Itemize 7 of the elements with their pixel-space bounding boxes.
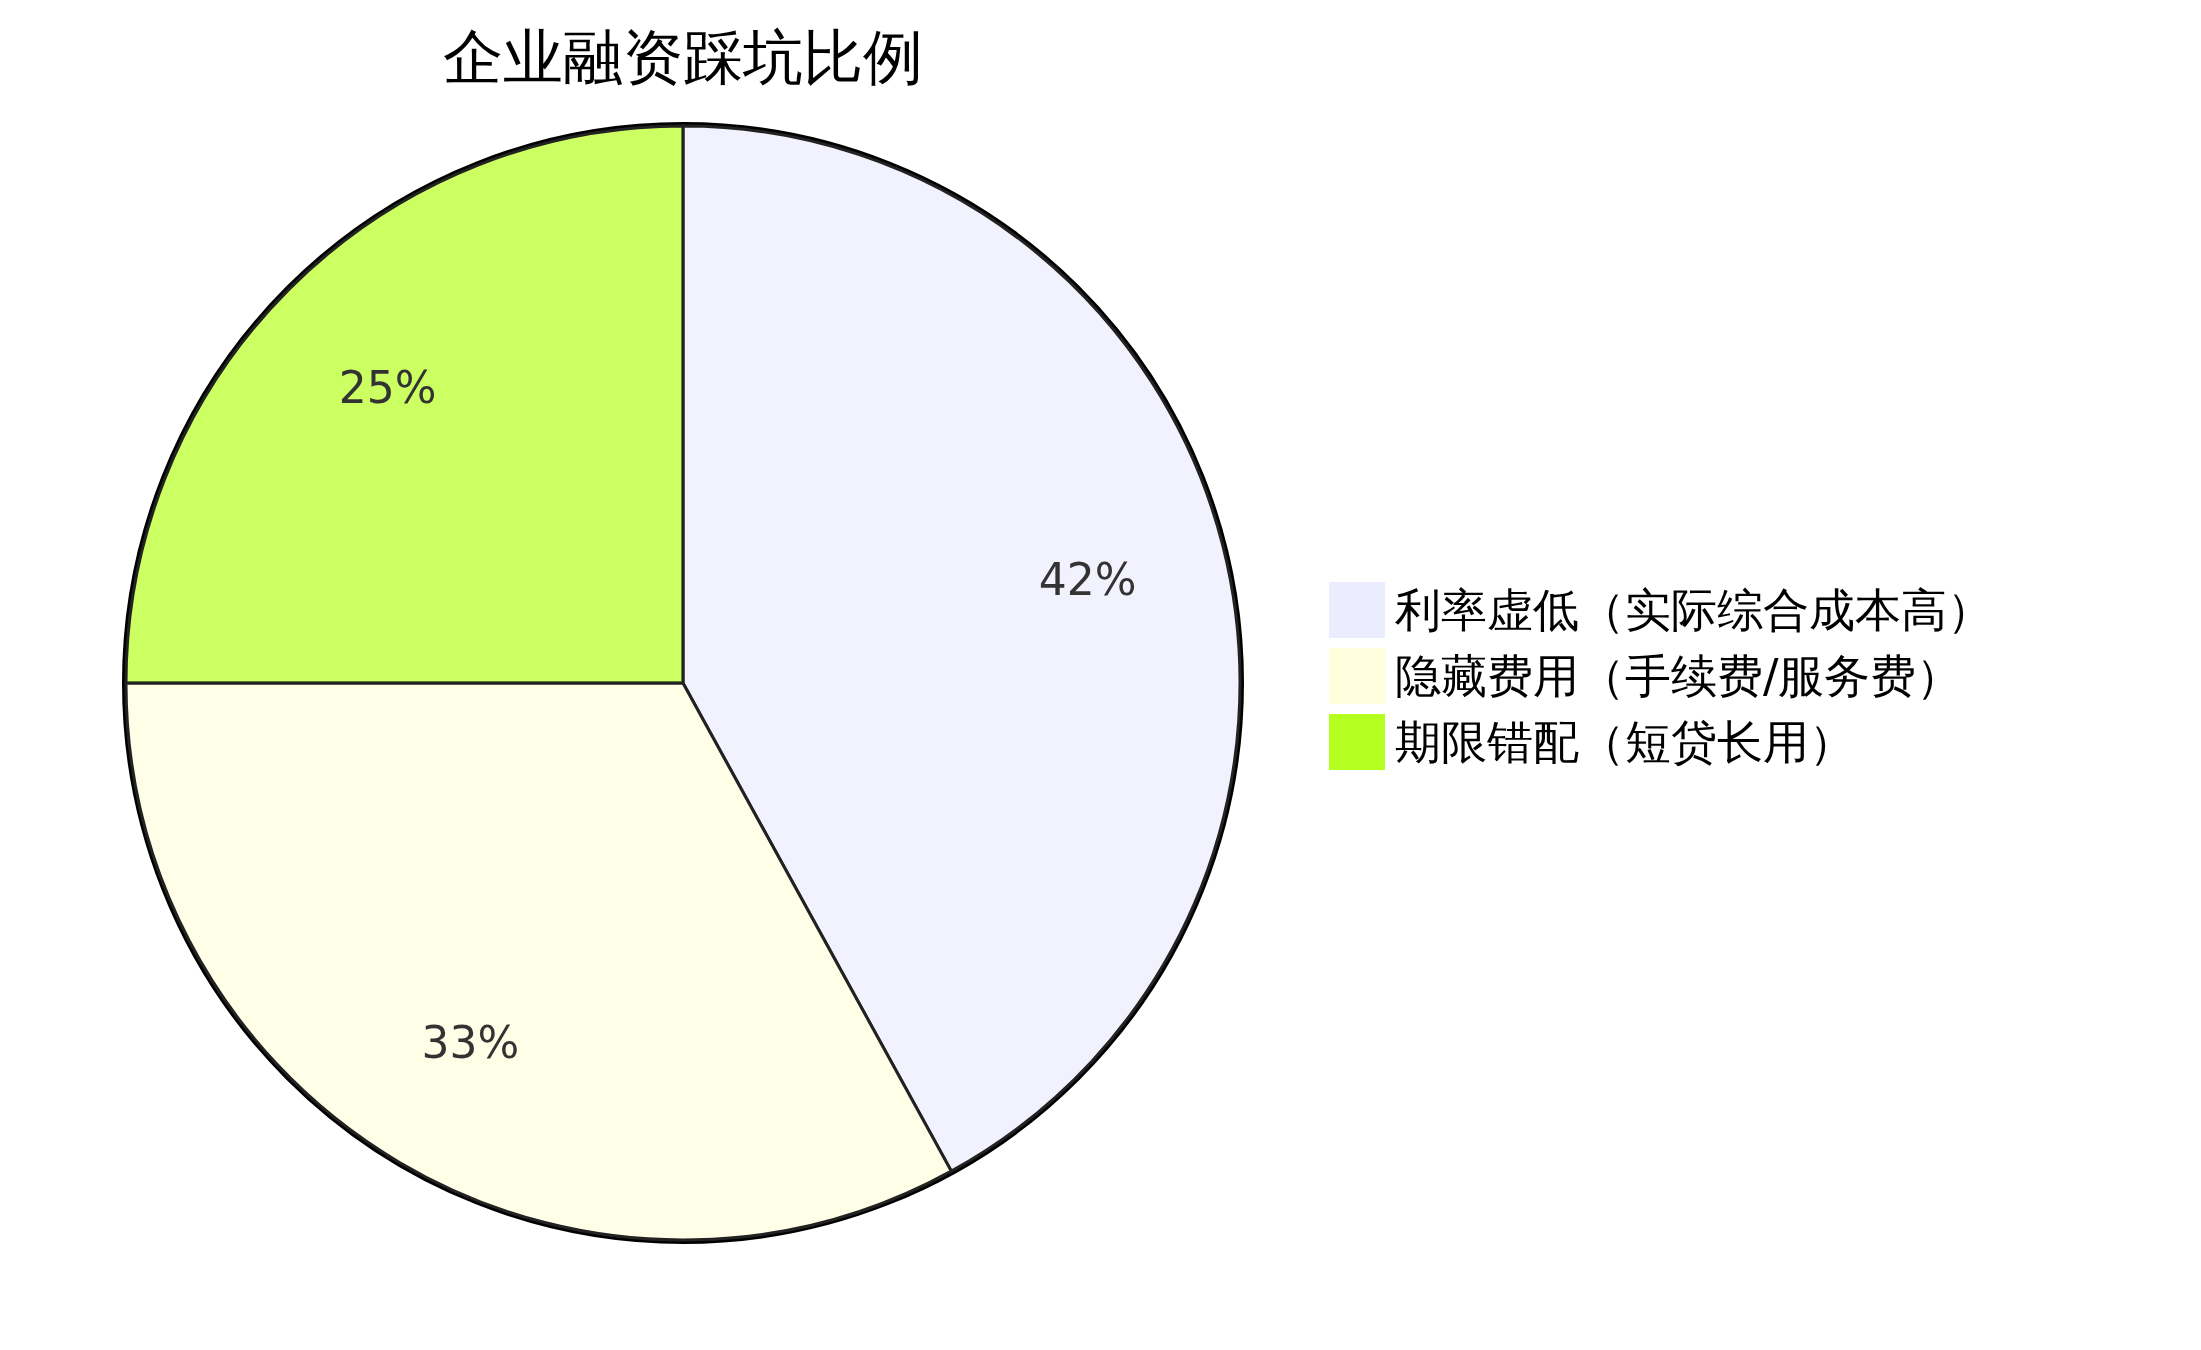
data-label: 42% [1038, 553, 1137, 605]
legend-label: 隐藏费用（手续费/服务费） [1395, 649, 1963, 703]
data-label: 25% [338, 362, 437, 414]
chart-title: 企业融资踩坑比例 [443, 22, 923, 92]
data-label: 33% [421, 1017, 520, 1069]
legend-label: 期限错配（短贷长用） [1395, 715, 1855, 769]
legend-label: 利率虚低（实际综合成本高） [1395, 583, 1993, 637]
